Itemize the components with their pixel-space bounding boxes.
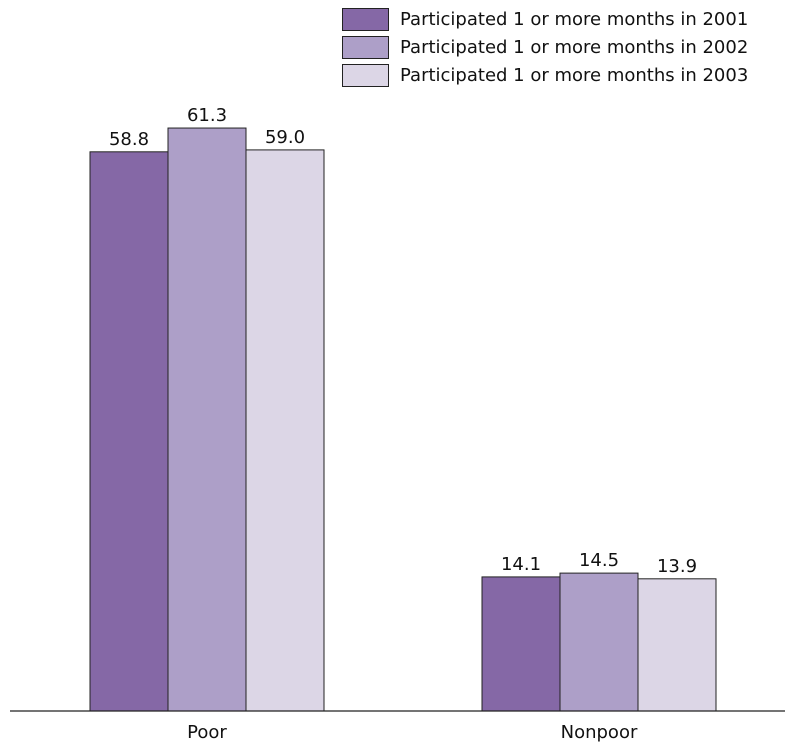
legend-swatch-2003: [342, 64, 389, 87]
bar-poor-1: [89, 151, 169, 712]
legend-label-2002: Participated 1 or more months in 2002: [400, 37, 749, 58]
legend-label-2003: Participated 1 or more months in 2003: [400, 65, 749, 86]
bar-poor-2: [167, 127, 247, 712]
legend: Participated 1 or more months in 2001 Pa…: [342, 8, 782, 92]
legend-swatch-2002: [342, 36, 389, 59]
legend-item-2003: Participated 1 or more months in 2003: [342, 64, 782, 89]
value-label-nonpoor-3: 13.9: [657, 556, 697, 577]
category-label-poor: Poor: [187, 722, 227, 743]
value-label-nonpoor-1: 14.1: [501, 554, 541, 575]
bar-nonpoor-3: [637, 578, 717, 712]
legend-swatch-2001: [342, 8, 389, 31]
legend-label-2001: Participated 1 or more months in 2001: [400, 9, 749, 30]
bar-poor-3: [245, 149, 325, 712]
value-label-poor-1: 58.8: [109, 129, 149, 150]
bar-nonpoor-1: [481, 576, 561, 712]
legend-item-2001: Participated 1 or more months in 2001: [342, 8, 782, 33]
bar-nonpoor-2: [559, 572, 639, 712]
value-label-poor-3: 59.0: [265, 127, 305, 148]
legend-item-2002: Participated 1 or more months in 2002: [342, 36, 782, 61]
value-label-poor-2: 61.3: [187, 105, 227, 126]
category-label-nonpoor: Nonpoor: [561, 722, 638, 743]
value-label-nonpoor-2: 14.5: [579, 550, 619, 571]
